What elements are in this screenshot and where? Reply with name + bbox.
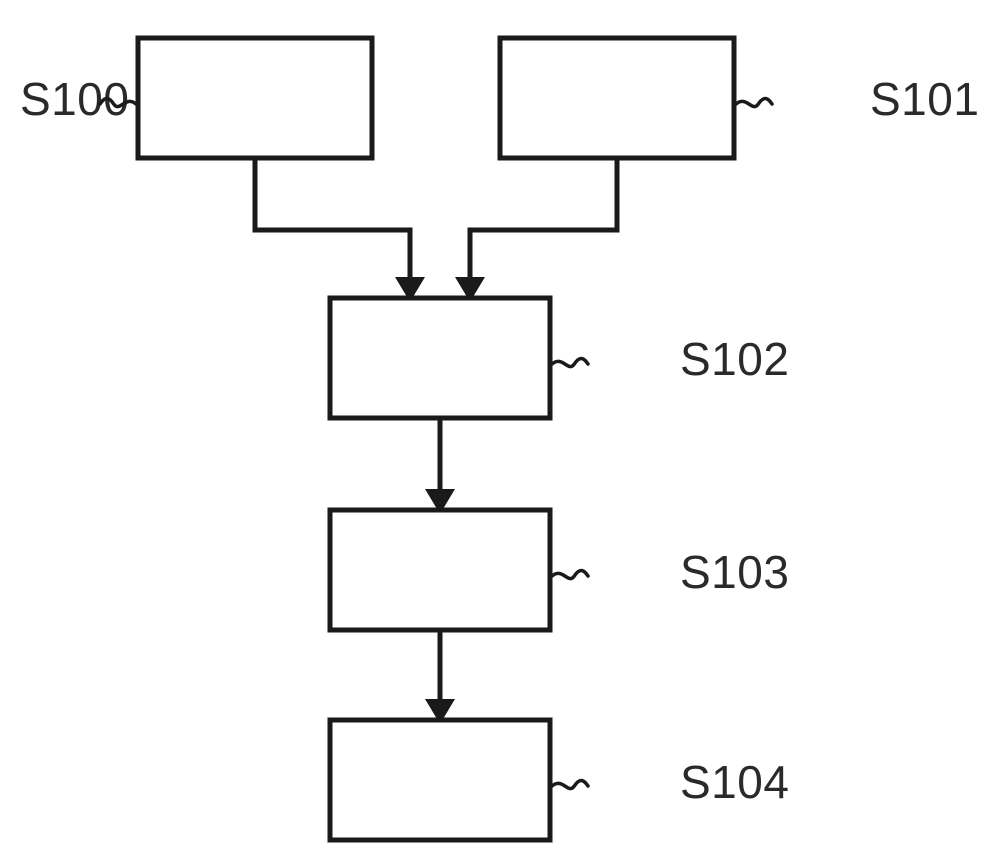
node-s102 bbox=[330, 298, 550, 418]
label-s101: S101 bbox=[870, 73, 979, 125]
node-s104 bbox=[330, 720, 550, 840]
labels-layer: S100 S101 S102 S103 S104 bbox=[20, 73, 979, 808]
label-s100: S100 bbox=[20, 73, 129, 125]
squiggle-s103 bbox=[552, 571, 588, 579]
edges-layer bbox=[255, 158, 617, 720]
edge-s101-s102 bbox=[470, 158, 617, 298]
label-s104: S104 bbox=[680, 756, 789, 808]
flowchart-canvas: S100 S101 S102 S103 S104 bbox=[0, 0, 1000, 860]
edge-s100-s102 bbox=[255, 158, 410, 298]
label-s103: S103 bbox=[680, 546, 789, 598]
squiggle-s102 bbox=[552, 359, 588, 367]
nodes-layer bbox=[138, 38, 734, 840]
squiggle-s104 bbox=[552, 781, 588, 789]
node-s103 bbox=[330, 510, 550, 630]
node-s101 bbox=[500, 38, 734, 158]
node-s100 bbox=[138, 38, 372, 158]
squiggle-s101 bbox=[736, 99, 772, 107]
label-s102: S102 bbox=[680, 333, 789, 385]
